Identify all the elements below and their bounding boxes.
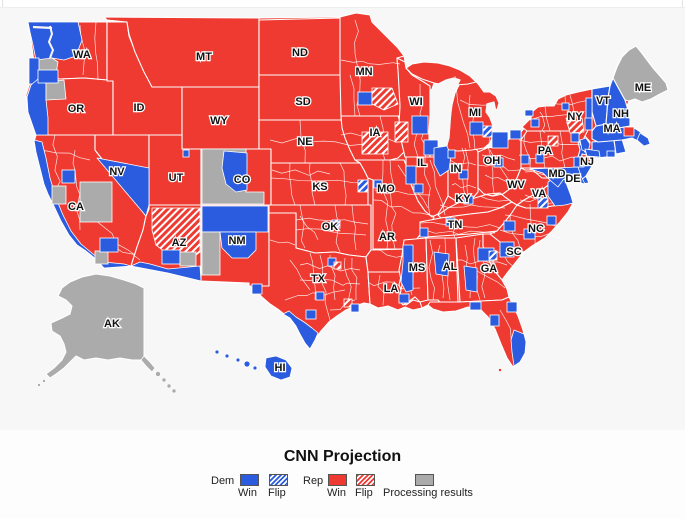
svg-text:AK: AK: [104, 318, 120, 330]
svg-text:WV: WV: [507, 179, 525, 191]
svg-text:MT: MT: [196, 51, 212, 63]
svg-text:MA: MA: [603, 123, 620, 135]
svg-text:NY: NY: [567, 111, 583, 123]
svg-text:HI: HI: [275, 362, 286, 374]
svg-text:KY: KY: [455, 193, 471, 205]
svg-text:OK: OK: [322, 221, 339, 233]
svg-text:PA: PA: [538, 145, 553, 157]
svg-text:ID: ID: [134, 102, 145, 114]
svg-text:IA: IA: [370, 127, 381, 139]
svg-text:LA: LA: [384, 283, 399, 295]
svg-text:WA: WA: [73, 49, 91, 61]
svg-text:SD: SD: [295, 96, 310, 108]
svg-text:UT: UT: [169, 172, 184, 184]
svg-text:MI: MI: [469, 107, 481, 119]
svg-text:ME: ME: [635, 82, 652, 94]
svg-text:OR: OR: [68, 103, 85, 115]
svg-text:VA: VA: [532, 188, 547, 200]
svg-text:CA: CA: [68, 201, 84, 213]
svg-text:GA: GA: [481, 263, 498, 275]
svg-text:IN: IN: [451, 163, 462, 175]
svg-text:NE: NE: [297, 136, 312, 148]
svg-text:NV: NV: [109, 166, 125, 178]
svg-text:MO: MO: [377, 183, 395, 195]
svg-text:MD: MD: [548, 168, 565, 180]
svg-text:KS: KS: [312, 181, 327, 193]
svg-text:ND: ND: [292, 47, 308, 59]
svg-text:DE: DE: [565, 173, 580, 185]
svg-text:TN: TN: [448, 219, 463, 231]
svg-text:NJ: NJ: [580, 156, 594, 168]
svg-text:NM: NM: [228, 235, 245, 247]
svg-text:VT: VT: [596, 95, 610, 107]
svg-text:NC: NC: [528, 223, 544, 235]
svg-text:WI: WI: [409, 96, 422, 108]
svg-text:TX: TX: [311, 273, 326, 285]
svg-text:AZ: AZ: [172, 237, 187, 249]
svg-text:OH: OH: [484, 155, 501, 167]
svg-text:IL: IL: [417, 157, 427, 169]
svg-text:MS: MS: [409, 262, 426, 274]
svg-text:AL: AL: [443, 261, 458, 273]
svg-text:AR: AR: [379, 231, 395, 243]
svg-text:WY: WY: [210, 115, 228, 127]
svg-text:SC: SC: [506, 246, 521, 258]
svg-text:MN: MN: [355, 66, 372, 78]
svg-text:CO: CO: [234, 174, 251, 186]
svg-text:NH: NH: [613, 108, 629, 120]
